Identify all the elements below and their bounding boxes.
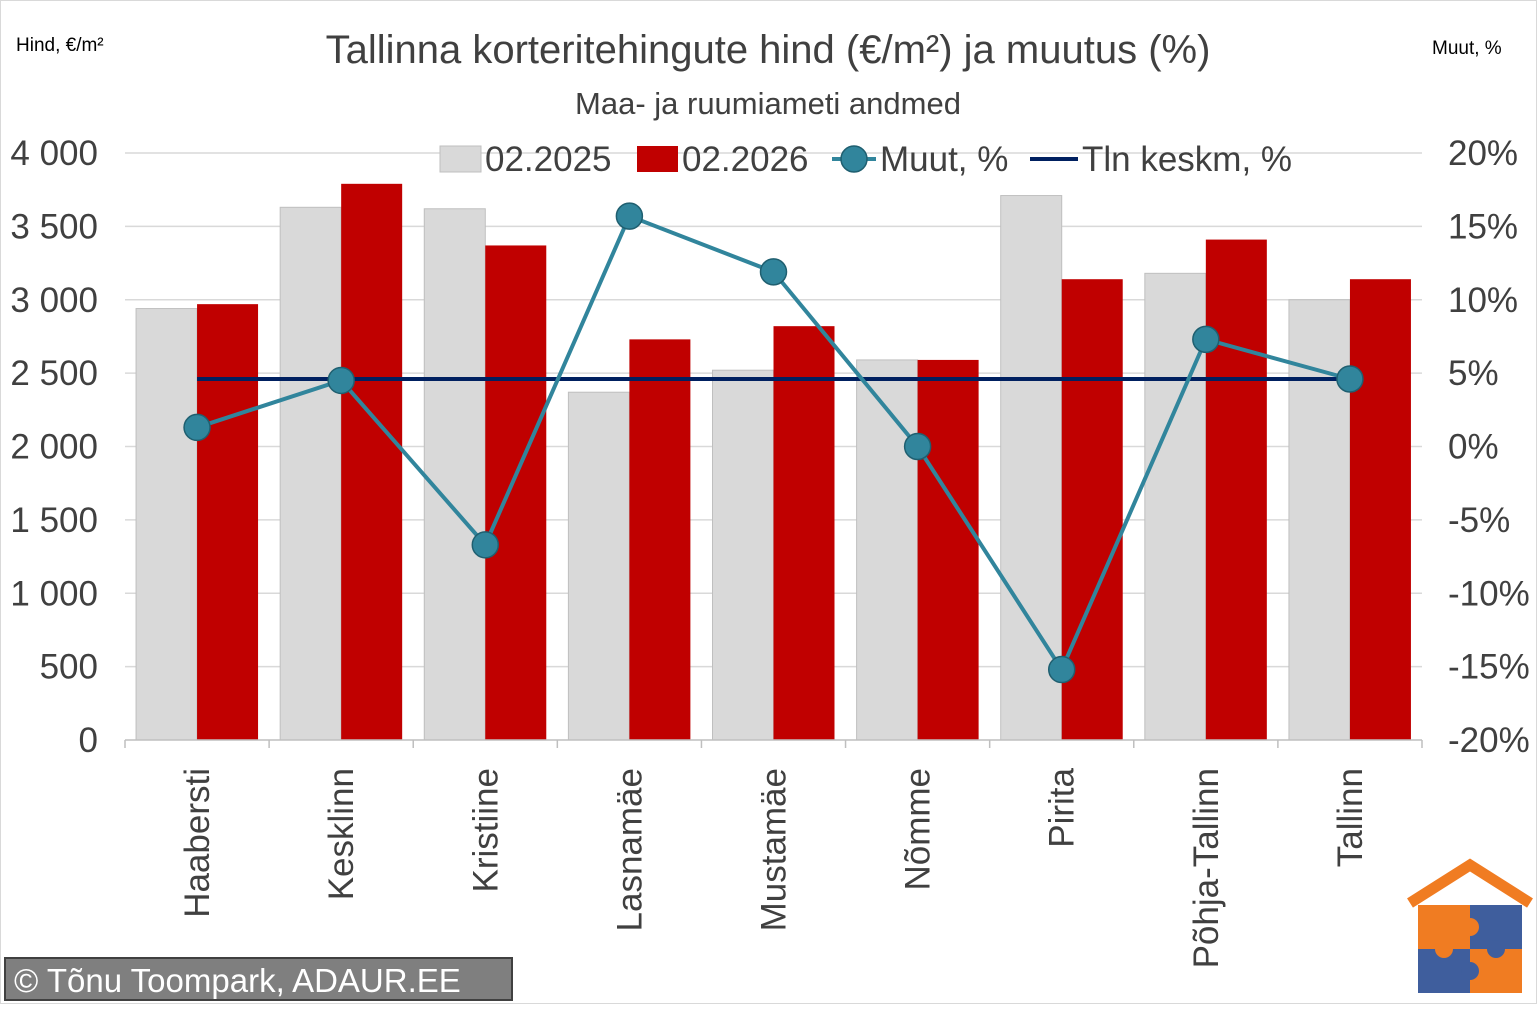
- bar-02.2025: [712, 369, 774, 741]
- category-label: Nõmme: [899, 768, 938, 891]
- bar-02.2026: [341, 183, 403, 740]
- legend-swatch: [439, 145, 482, 173]
- y-tick-label: 0: [79, 721, 98, 760]
- y-tick-label: 2 500: [10, 354, 98, 393]
- lines: [183, 202, 1364, 684]
- legend-swatch-marker: [840, 145, 868, 173]
- category-label: Põhja-Tallinn: [1187, 768, 1226, 968]
- y-tick-label: 3 500: [10, 207, 98, 246]
- muut-point: [183, 413, 211, 442]
- chart-subtitle: Maa- ja ruumiameti andmed: [575, 86, 961, 121]
- y2-tick-label: -15%: [1448, 648, 1530, 687]
- y-tick-label: 2 000: [10, 428, 98, 467]
- y2-tick-label: -5%: [1448, 501, 1510, 540]
- y2-axis-unit-label: Muut, %: [1432, 38, 1502, 59]
- y-tick-label: 4 000: [10, 134, 98, 173]
- house-puzzle-logo: [1407, 858, 1533, 993]
- legend-item-Tln keskm, %: Tln keskm, %: [1030, 140, 1292, 179]
- y2-tick-label: -10%: [1448, 574, 1530, 613]
- y-tick-label: 3 000: [10, 281, 98, 320]
- muut-point: [759, 258, 788, 286]
- bars: [135, 183, 1411, 741]
- copyright-box: © Tõnu Toompark, ADAUR.EE: [4, 957, 513, 1001]
- muut-point: [1192, 325, 1220, 354]
- bar-02.2026: [917, 359, 979, 740]
- bar-02.2026: [485, 245, 547, 740]
- bar-02.2026: [629, 339, 691, 740]
- category-label: Mustamäe: [755, 768, 794, 931]
- y2-tick-label: 15%: [1448, 207, 1518, 246]
- legend-label: Muut, %: [880, 140, 1008, 179]
- y-tick-label: 1 500: [10, 501, 98, 540]
- muut-point: [471, 531, 500, 559]
- legend-label: 02.2026: [682, 140, 809, 179]
- bar-02.2026: [197, 304, 259, 740]
- category-label: Kristiine: [466, 768, 505, 892]
- category-label: Lasnamäe: [610, 768, 649, 931]
- bar-02.2025: [279, 206, 342, 741]
- legend-item-02.2025: 02.2025: [439, 140, 612, 179]
- muut-point: [903, 432, 932, 461]
- bar-02.2025: [423, 208, 486, 741]
- copyright-text: © Tõnu Toompark, ADAUR.EE: [14, 962, 461, 999]
- legend-swatch: [637, 146, 678, 172]
- y2-tick-label: 20%: [1448, 134, 1518, 173]
- legend-item-02.2026: 02.2026: [637, 140, 809, 179]
- category-label: Tallinn: [1331, 768, 1370, 867]
- bar-02.2025: [1000, 195, 1063, 741]
- y-tick-label: 500: [40, 648, 98, 687]
- muut-point: [615, 202, 644, 230]
- y2-tick-label: 10%: [1448, 281, 1518, 320]
- legend-label: Tln keskm, %: [1082, 140, 1292, 179]
- y-tick-label: 1 000: [10, 574, 98, 613]
- muut-point: [1336, 365, 1364, 393]
- y-axis-unit-label: Hind, €/m²: [16, 35, 104, 56]
- legend-label: 02.2025: [485, 140, 612, 179]
- axes: 0 500 1 000 1 500 2 000 2 500 3 000 3 500 4 000 -…: [10, 134, 1529, 968]
- bar-02.2025: [856, 359, 919, 741]
- y2-tick-label: -20%: [1448, 721, 1530, 760]
- category-label: Haabersti: [178, 768, 217, 918]
- bar-02.2025: [567, 391, 630, 741]
- category-label: Pirita: [1043, 767, 1082, 847]
- chart-title: Tallinna korteritehingute hind (€/m²) ja…: [326, 28, 1211, 72]
- y2-tick-label: 0%: [1448, 428, 1499, 467]
- muut-point: [327, 366, 355, 395]
- bar-02.2026: [1349, 279, 1411, 740]
- bar-02.2026: [773, 326, 835, 740]
- bar-02.2026: [1205, 239, 1267, 740]
- muut-point: [1047, 655, 1076, 684]
- legend: 02.2025 02.2026 Muut, % Tln keskm, %: [439, 140, 1292, 179]
- y2-tick-label: 5%: [1448, 354, 1499, 393]
- bar-02.2025: [135, 308, 198, 741]
- category-label: Kesklinn: [322, 768, 361, 900]
- legend-item-Muut, %: Muut, %: [832, 140, 1008, 179]
